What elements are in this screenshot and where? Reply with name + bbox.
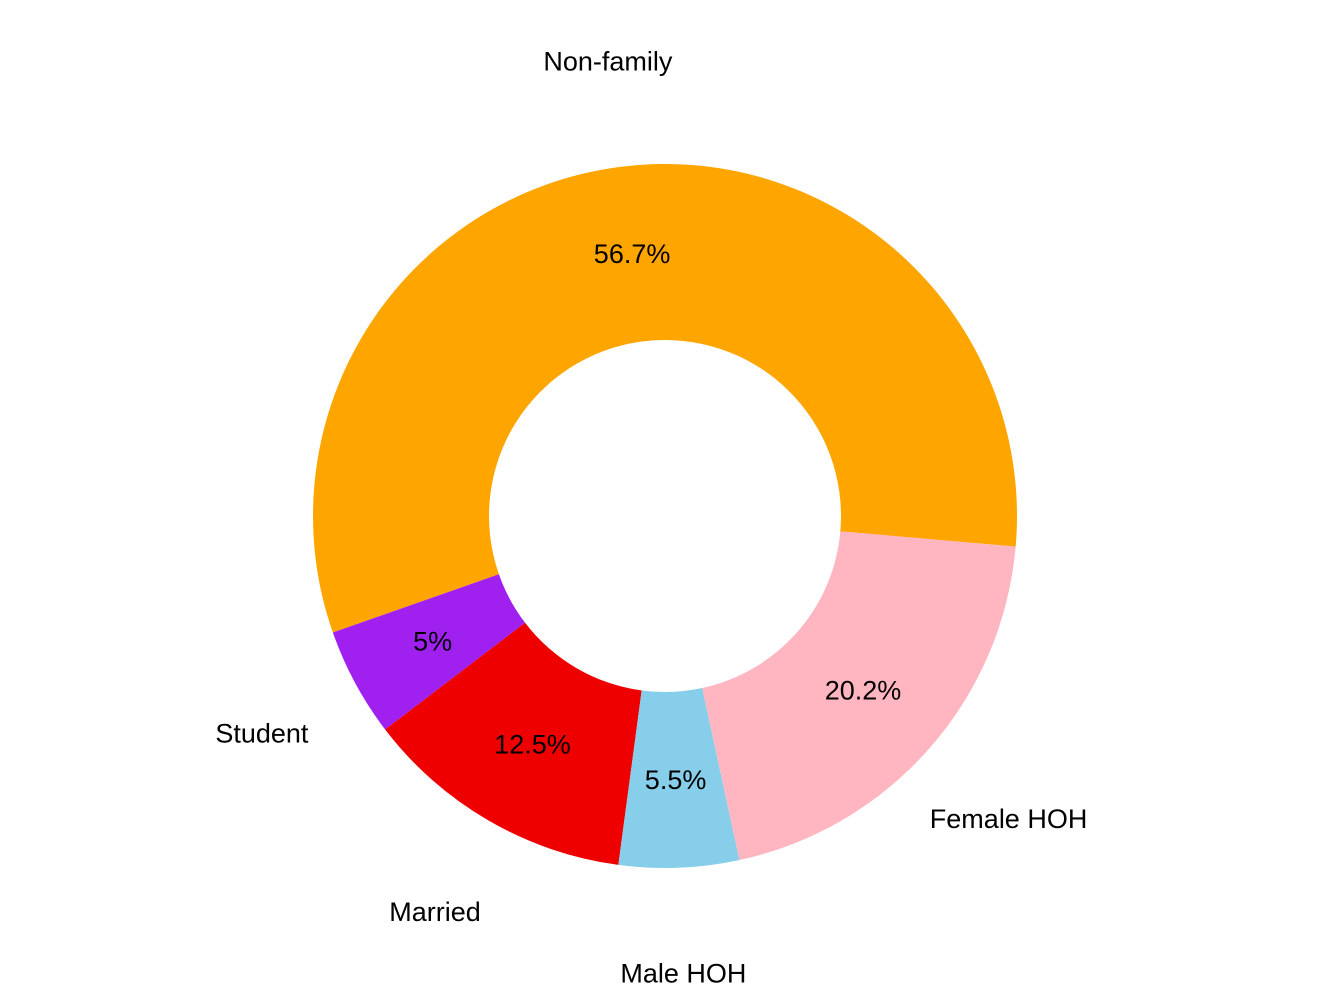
slice-student — [332, 574, 526, 730]
labels-group: 56.7% Non-family 5% Student 12.5% Married 5.5%… — [215, 47, 1087, 989]
category-label-non-family: Non-family — [543, 47, 673, 77]
slices-group — [313, 164, 1017, 868]
pct-label-student: 5% — [413, 626, 452, 656]
slice-married — [385, 622, 642, 865]
pct-label-married: 12.5% — [494, 729, 571, 759]
slice-non-family — [313, 164, 1017, 633]
category-label-student: Student — [215, 718, 309, 748]
category-label-male-hoh: Male HOH — [620, 959, 746, 989]
category-label-female-hoh: Female HOH — [930, 804, 1088, 834]
pct-label-female-hoh: 20.2% — [825, 676, 902, 706]
category-label-married: Married — [389, 897, 481, 927]
pct-label-male-hoh: 5.5% — [645, 765, 707, 795]
slice-male-hoh — [618, 688, 740, 868]
slice-female-hoh — [702, 531, 1016, 861]
pct-label-non-family: 56.7% — [594, 239, 671, 269]
